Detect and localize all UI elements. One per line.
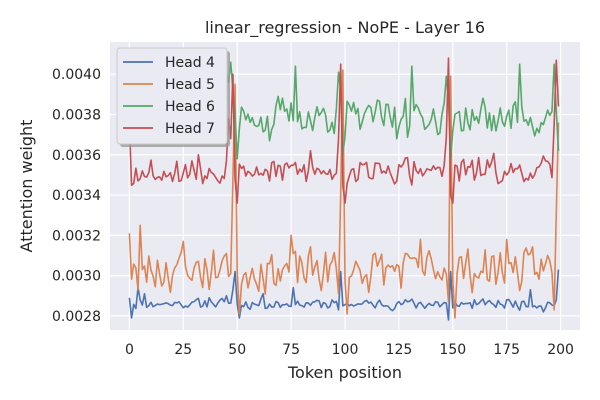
legend-label: Head 4 [165,55,215,71]
series-line-head-5 [128,69,560,319]
legend: Head 4 Head 5 Head 6 Head 7 [116,47,230,147]
y-axis-label: Attention weight [17,120,36,253]
x-tick-label: 200 [547,342,574,358]
x-tick-labels: 0 25 50 75 100 125 150 175 200 [125,342,574,358]
y-tick-label: 0.0038 [52,108,101,124]
x-axis-label: Token position [287,363,402,382]
x-tick-label: 150 [439,342,466,358]
y-tick-label: 0.0028 [52,309,101,325]
series-line-head-7 [128,57,560,204]
legend-label: Head 5 [165,77,215,93]
legend-box [116,47,228,145]
legend-label: Head 7 [165,121,215,137]
legend-label: Head 6 [165,99,215,115]
y-tick-labels: 0.0028 0.0030 0.0032 0.0034 0.0036 0.0038 0.00… [52,67,101,325]
series-line-head-4 [128,269,560,321]
y-tick-label: 0.0030 [52,269,101,285]
y-tick-label: 0.0036 [52,148,101,164]
x-tick-label: 75 [282,342,300,358]
x-tick-label: 175 [493,342,520,358]
chart-title: linear_regression - NoPE - Layer 16 [205,18,485,38]
x-tick-label: 125 [386,342,413,358]
x-tick-label: 100 [332,342,359,358]
x-tick-label: 0 [125,342,134,358]
y-tick-label: 0.0034 [52,188,101,204]
x-tick-label: 50 [228,342,246,358]
y-tick-label: 0.0032 [52,228,101,244]
x-tick-label: 25 [174,342,192,358]
y-tick-label: 0.0040 [52,67,101,83]
